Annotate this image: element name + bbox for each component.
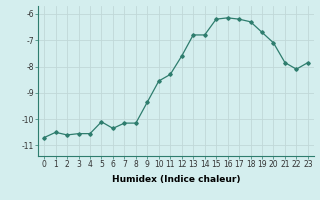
- X-axis label: Humidex (Indice chaleur): Humidex (Indice chaleur): [112, 175, 240, 184]
